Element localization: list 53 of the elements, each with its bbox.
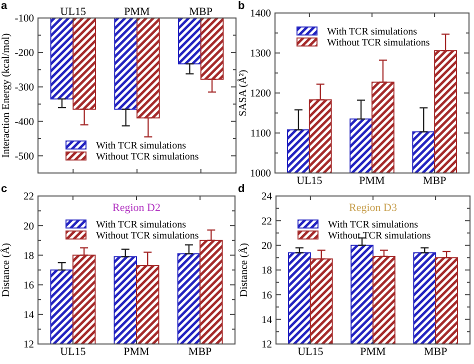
y-axis-title: Distance (Å) <box>0 242 12 297</box>
y-tick-label: 14 <box>262 315 273 326</box>
x-tick-label: PMM <box>359 175 386 187</box>
x-tick-label: UL15 <box>60 346 86 358</box>
text: d <box>238 183 245 195</box>
legend-label: With TCR simulations <box>327 26 418 38</box>
y-tick-label: 16 <box>262 290 272 302</box>
y-axis-title: SASA (Å²) <box>237 69 249 116</box>
y-tick-label: 1300 <box>250 48 271 60</box>
text: c <box>1 183 8 195</box>
y-tick-label: -200 <box>14 48 34 60</box>
y-tick-label: 14 <box>24 310 35 322</box>
y-tick-label: 1000 <box>250 168 271 180</box>
text: Region D2 <box>112 202 160 214</box>
text: a <box>1 0 8 12</box>
x-tick-label: MBP <box>424 346 448 358</box>
legend-label: Without TCR simulations <box>327 38 430 48</box>
x-tick-label: PMM <box>360 346 386 358</box>
y-tick-label: 1100 <box>250 128 271 140</box>
x-tick-label: PMM <box>124 346 150 358</box>
legend-label: With TCR simulations <box>96 220 186 230</box>
y-tick-label: -100 <box>14 14 34 25</box>
y-tick-label: 20 <box>24 221 34 232</box>
legend-label: With TCR simulations <box>96 140 186 152</box>
y-tick-label: 12 <box>24 340 34 351</box>
y-tick-label: 12 <box>262 340 272 351</box>
y-axis-title: Interaction Energy (kcal/mol) <box>1 32 12 158</box>
legend-label: With TCR simulations <box>328 220 418 230</box>
y-axis-title: Distance (Å) <box>238 242 250 297</box>
y-tick-label: 18 <box>262 266 272 277</box>
legend-label: Without TCR simulations <box>328 230 431 242</box>
y-tick-label: 24 <box>262 192 273 203</box>
text: b <box>238 0 245 12</box>
y-tick-label: 1200 <box>250 88 271 100</box>
y-tick-label: 22 <box>24 192 34 203</box>
y-tick-label: 18 <box>24 250 34 262</box>
y-tick-label: 20 <box>262 241 272 252</box>
text: Region D3 <box>349 202 398 214</box>
x-tick-label: PMM <box>124 6 150 18</box>
y-tick-label: -400 <box>14 117 34 128</box>
y-tick-label: 22 <box>262 216 272 228</box>
y-tick-label: 16 <box>24 280 34 292</box>
x-tick-label: MBP <box>189 6 212 18</box>
x-tick-label: UL15 <box>60 6 86 18</box>
legend-label: Without TCR simulations <box>96 230 199 242</box>
x-tick-label: MBP <box>422 175 446 187</box>
legend-label: Without TCR simulations <box>96 152 199 162</box>
y-tick-label: -500 <box>14 151 34 162</box>
x-tick-label: UL15 <box>296 175 323 187</box>
x-tick-label: MBP <box>188 346 212 358</box>
y-tick-label: 1400 <box>250 8 271 20</box>
x-tick-label: UL15 <box>298 346 324 358</box>
y-tick-label: -300 <box>14 82 34 94</box>
